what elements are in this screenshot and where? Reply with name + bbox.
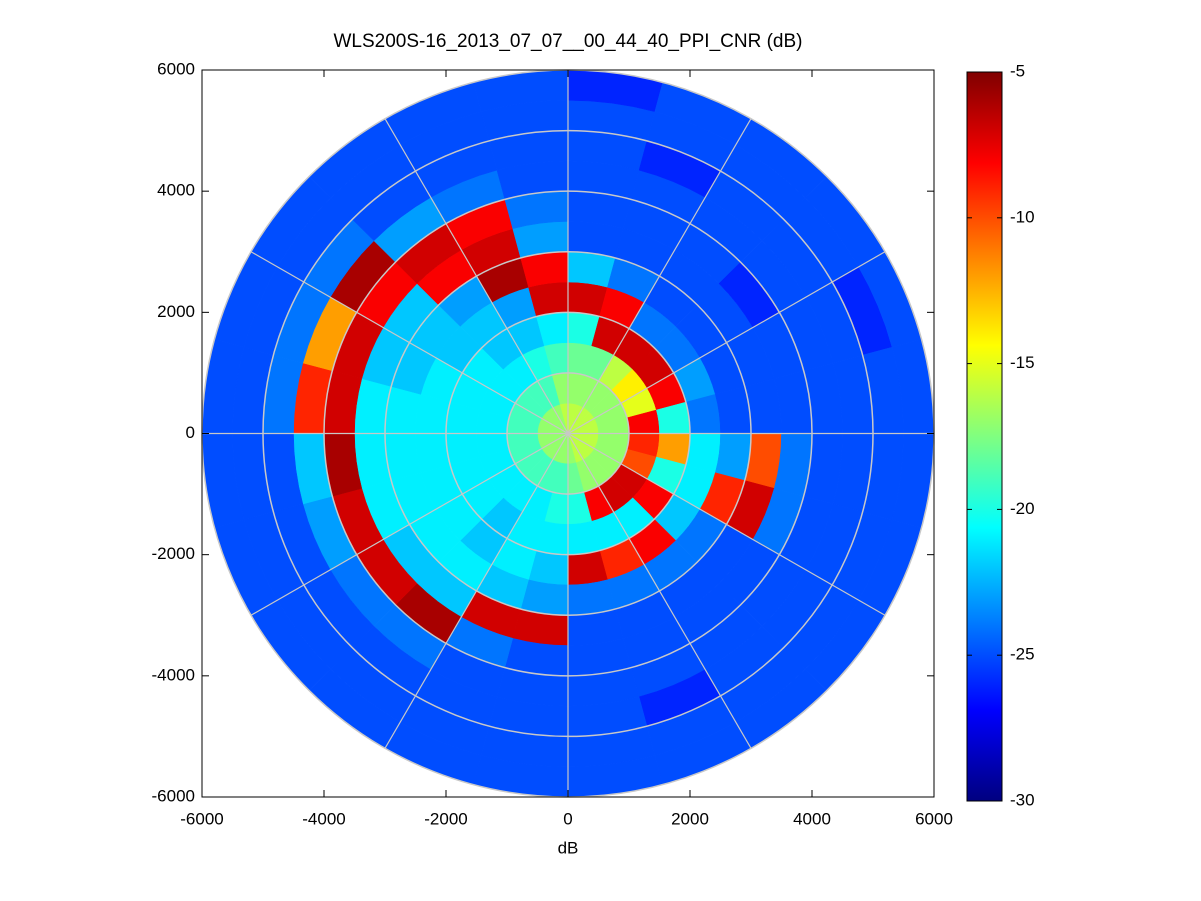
grid-spoke xyxy=(384,433,569,749)
colorbar-tick-label: -15 xyxy=(1010,353,1035,372)
colorbar-tick-label: -5 xyxy=(1010,61,1025,80)
heatmap-cell xyxy=(384,386,421,434)
y-tick-label: 6000 xyxy=(157,59,195,78)
x-tick-label: 2000 xyxy=(671,809,709,828)
x-tick-label: -6000 xyxy=(180,809,223,828)
chart-title: WLS200S-16_2013_07_07__00_44_40_PPI_CNR … xyxy=(333,31,802,52)
grid-spoke xyxy=(567,432,886,616)
heatmap-cell xyxy=(715,433,752,481)
heatmap xyxy=(201,69,935,798)
colorbar-tick-label: -30 xyxy=(1010,790,1035,809)
grid-spoke xyxy=(567,118,752,434)
colorbar-tick-label: -25 xyxy=(1010,645,1035,664)
colorbar xyxy=(966,71,1003,802)
heatmap-cell xyxy=(384,433,421,481)
grid-spoke xyxy=(384,118,569,434)
heatmap-cell xyxy=(715,386,752,434)
heatmap-cell xyxy=(520,251,569,288)
heatmap-cell xyxy=(567,251,616,288)
x-tick-label: 0 xyxy=(563,809,572,828)
x-tick-label: 6000 xyxy=(915,809,953,828)
colorbar-tick-label: -20 xyxy=(1010,499,1035,518)
y-tick-label: -4000 xyxy=(152,665,195,684)
grid-spoke xyxy=(567,251,886,435)
x-axis-label: dB xyxy=(558,838,579,857)
y-tick-label: 0 xyxy=(186,423,195,442)
y-tick-label: 2000 xyxy=(157,302,195,321)
heatmap-cell xyxy=(520,579,569,616)
axes: -6000 -4000 -2000 0 2000 4000 6000 -6000 -4000 -2… xyxy=(152,59,953,828)
heatmap-cell xyxy=(567,579,616,616)
y-tick-label: 4000 xyxy=(157,181,195,200)
grid-spoke xyxy=(250,432,569,616)
grid-spoke xyxy=(250,251,569,435)
x-tick-label: 4000 xyxy=(793,809,831,828)
y-tick-label: -6000 xyxy=(152,786,195,805)
x-tick-label: -2000 xyxy=(424,809,467,828)
y-tick-label: -2000 xyxy=(152,544,195,563)
grid-spoke xyxy=(567,433,752,749)
x-tick-label: -4000 xyxy=(302,809,345,828)
colorbar-tick-label: -10 xyxy=(1010,207,1035,226)
